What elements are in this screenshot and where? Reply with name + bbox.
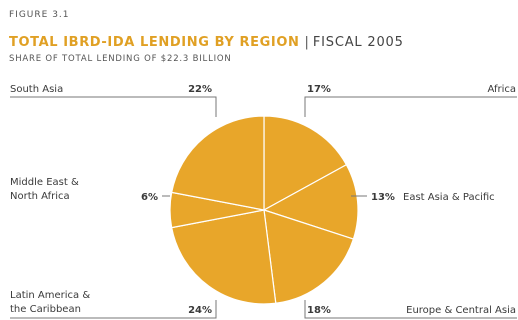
- slice-percent-middle-east-and-north-africa: 6%: [141, 192, 158, 203]
- figure-label: FIGURE 3.1: [9, 10, 70, 20]
- pie-slices: [169, 115, 359, 305]
- slice-labels: Africa 17% East Asia & Pacific 13% Europe & …: [10, 84, 516, 316]
- title-separator: |: [304, 35, 309, 50]
- slice-label-europe-and-central-asia: Europe & Central Asia: [406, 305, 516, 316]
- slice-percent-east-asia-and-pacific: 13%: [371, 192, 395, 203]
- slice-label-latin-america-and-the-caribbean-line-2: the Caribbean: [10, 304, 81, 315]
- chart-title-suffix: FISCAL 2005: [312, 35, 404, 50]
- slice-percent-africa: 17%: [307, 84, 331, 95]
- pie-slice-europe-and-central-asia: [263, 209, 354, 304]
- slice-label-east-asia-and-pacific: East Asia & Pacific: [403, 192, 495, 203]
- slice-label-latin-america-and-the-caribbean-line-1: Latin America &: [10, 290, 90, 301]
- chart-subtitle: SHARE OF TOTAL LENDING OF $22.3 BILLION: [9, 54, 232, 64]
- slice-label-middle-east-and-north-africa-line-1: Middle East &: [10, 177, 79, 188]
- slice-percent-south-asia: 22%: [188, 84, 212, 95]
- pie-slice-south-asia: [171, 115, 265, 211]
- slice-percent-latin-america-and-the-caribbean: 24%: [188, 305, 212, 316]
- leader-line-africa: [304, 96, 517, 117]
- slice-label-middle-east-and-north-africa-line-2: North Africa: [10, 191, 70, 202]
- slice-label-africa: Africa: [487, 84, 516, 95]
- leader-line-south-asia: [10, 96, 217, 117]
- pie-slice-east-asia-and-pacific: [263, 164, 359, 240]
- pie-slice-latin-america-and-the-caribbean: [171, 209, 277, 305]
- leader-line-latin-america-and-the-caribbean: [10, 300, 217, 319]
- leader-lines: [10, 96, 517, 319]
- slice-label-south-asia: South Asia: [10, 84, 63, 95]
- leader-line-europe-and-central-asia: [304, 300, 517, 319]
- pie-slice-africa: [263, 115, 347, 211]
- chart-title-main: TOTAL IBRD-IDA LENDING BY REGION: [9, 35, 300, 50]
- slice-percent-europe-and-central-asia: 18%: [307, 305, 331, 316]
- chart-title: TOTAL IBRD-IDA LENDING BY REGION | FISCAL …: [9, 35, 404, 50]
